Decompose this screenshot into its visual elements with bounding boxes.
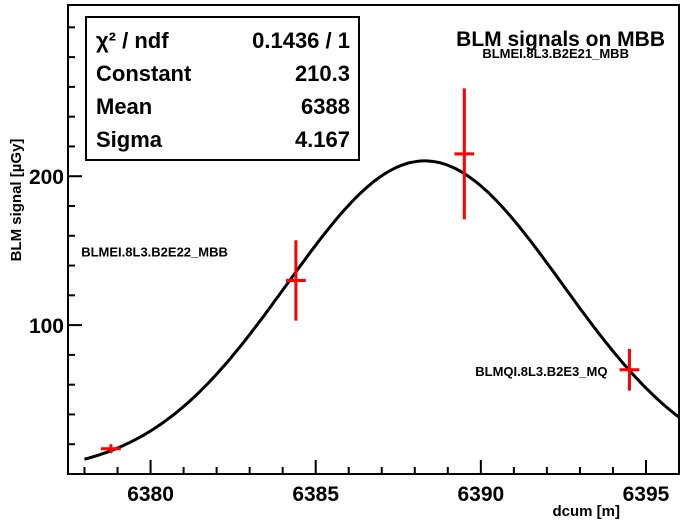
x-tick-label: 6390	[457, 483, 504, 506]
stat-label: Sigma	[96, 127, 163, 152]
stat-label: Mean	[96, 94, 152, 119]
chart-title: BLM signals on MBB	[456, 28, 665, 51]
y-axis-title: BLM signal [µGy]	[8, 139, 25, 262]
stat-value: 210.3	[295, 61, 350, 86]
stats-box-border	[85, 16, 360, 161]
data-point	[285, 240, 306, 321]
stat-value: 6388	[301, 94, 350, 119]
x-tick-label: 6395	[623, 483, 670, 506]
y-tick-label: 100	[29, 315, 64, 338]
point-label: BLMEI.8L3.B2E22_MBB	[81, 244, 228, 259]
stat-value: 0.1436 / 1	[252, 28, 350, 53]
x-tick-label: 6380	[127, 483, 174, 506]
fit-stats-box: χ² / ndf 0.1436 / 1 Constant 210.3 Mean 6388 S…	[85, 16, 360, 161]
stat-label: Constant	[96, 61, 192, 86]
plot-frame	[67, 4, 680, 475]
point-label: BLMEI.8L3.B2E21_MBB	[482, 46, 629, 61]
x-axis-title: dcum [m]	[553, 503, 621, 520]
y-tick-label: 200	[29, 166, 64, 189]
data-point	[454, 88, 475, 220]
point-annotations: BLMEI.8L3.B2E22_MBB BLMEI.8L3.B2E21_MBB BL…	[81, 46, 629, 379]
data-point	[101, 444, 121, 454]
stat-value: 4.167	[295, 127, 350, 152]
data-point	[619, 348, 640, 391]
data-points	[101, 88, 640, 454]
y-axis: 100 200	[29, 26, 82, 446]
x-axis: 6380 6385 6390 6395	[83, 460, 680, 506]
stat-label: χ² / ndf	[96, 28, 169, 53]
point-label: BLMQI.8L3.B2E3_MQ	[475, 364, 607, 379]
x-tick-label: 6385	[292, 483, 339, 506]
gaussian-fit-curve	[84, 159, 680, 461]
